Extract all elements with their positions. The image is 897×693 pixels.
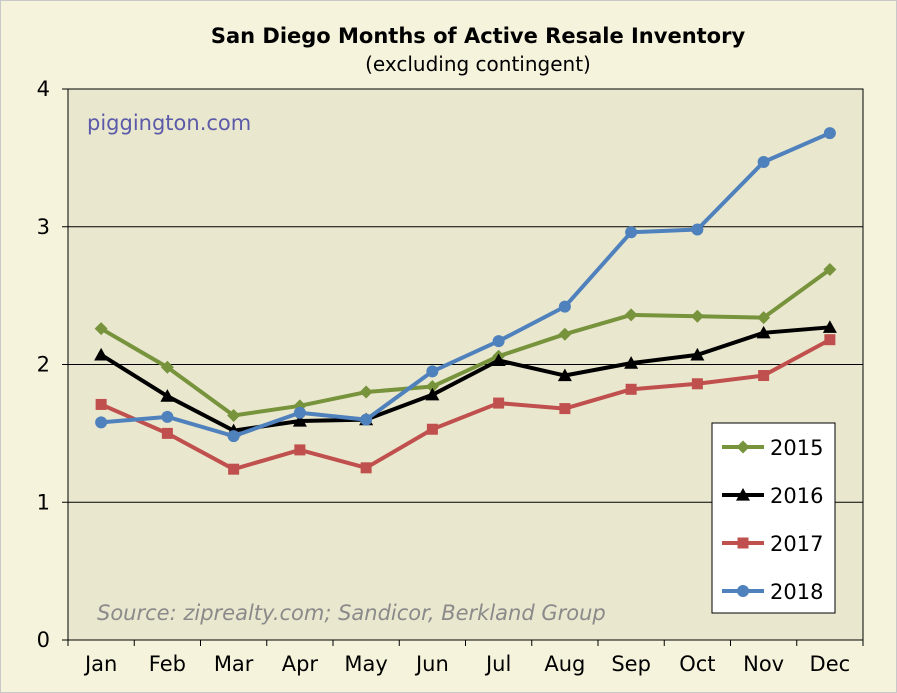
- data-point-2015: [94, 322, 108, 336]
- data-point-2018: [426, 365, 439, 378]
- data-point-2018: [691, 223, 704, 236]
- data-point-2015: [425, 380, 439, 394]
- data-point-2017: [228, 463, 240, 475]
- watermark-label: piggington.com: [87, 111, 251, 135]
- data-point-2016: [756, 325, 771, 339]
- data-point-2018: [95, 416, 108, 429]
- x-tick-label: Sep: [611, 652, 651, 676]
- data-point-2015: [227, 408, 241, 422]
- data-point-2017: [493, 397, 505, 409]
- data-point-2017: [559, 403, 571, 415]
- y-tick-label: 2: [37, 353, 50, 377]
- data-point-2015: [690, 309, 704, 323]
- data-point-2015: [160, 360, 174, 374]
- data-point-2016: [94, 347, 109, 361]
- x-tick-label: Oct: [679, 652, 715, 676]
- y-tick-label: 1: [37, 490, 50, 514]
- series-line-2015: [99, 267, 832, 418]
- data-point-2015: [757, 311, 771, 325]
- legend-label-2017: 2017: [770, 532, 823, 556]
- data-point-2017: [95, 398, 107, 410]
- data-point-2017: [758, 370, 770, 382]
- series-line-2016: [99, 325, 832, 433]
- data-point-2015: [624, 308, 638, 322]
- data-point-2016: [624, 356, 639, 369]
- x-tick-label: Mar: [214, 652, 254, 676]
- x-tick-label: Apr: [282, 652, 319, 676]
- series-line-2018: [99, 131, 832, 439]
- data-point-2018: [360, 413, 373, 426]
- x-tick-label: Feb: [149, 652, 186, 676]
- y-tick-label: 0: [37, 628, 50, 652]
- data-point-2015: [558, 327, 572, 341]
- legend-label-2015: 2015: [770, 436, 823, 460]
- legend-marker-2016: [736, 488, 750, 501]
- legend-marker-2018: [737, 585, 749, 597]
- x-tick-label: Dec: [810, 652, 851, 676]
- data-point-2015: [359, 385, 373, 399]
- data-point-2017: [426, 423, 438, 435]
- x-tick-label: Nov: [743, 652, 784, 676]
- x-tick-label: Aug: [544, 652, 585, 676]
- legend-marker-2017: [737, 537, 749, 549]
- data-point-2016: [557, 368, 572, 382]
- data-point-2016: [491, 353, 506, 366]
- legend-label-2016: 2016: [770, 484, 823, 508]
- data-point-2016: [425, 387, 440, 401]
- data-point-2016: [822, 320, 837, 333]
- data-point-2016: [160, 389, 175, 402]
- legend-marker-2015: [736, 440, 750, 454]
- chart-subtitle: (excluding contingent): [365, 52, 591, 76]
- x-tick-label: Jan: [83, 652, 117, 676]
- legend-box: [711, 422, 836, 614]
- series-line-2017: [99, 337, 832, 472]
- x-tick-label: May: [344, 652, 387, 676]
- data-point-2018: [625, 226, 638, 239]
- x-tick-label: Jul: [484, 652, 511, 676]
- legend-label-2018: 2018: [770, 580, 823, 604]
- y-tick-label: 3: [37, 215, 50, 239]
- data-point-2018: [293, 406, 306, 419]
- data-point-2016: [292, 413, 307, 427]
- data-point-2017: [691, 378, 703, 390]
- legend: 2015 2016 2017 2018: [711, 422, 836, 614]
- source-note: Source: ziprealty.com; Sandicor, Berklan…: [97, 601, 606, 625]
- data-point-2018: [492, 335, 505, 348]
- data-point-2018: [823, 127, 836, 140]
- data-point-2017: [625, 383, 637, 395]
- data-point-2017: [161, 427, 173, 439]
- plot-area-group: 0 1 2 3 4 Jan Feb Mar Apr May Jun Jul Aug Sep Oct Nov De…: [37, 77, 864, 676]
- chart-title: San Diego Months of Active Resale Invent…: [211, 24, 746, 48]
- data-point-2017: [294, 444, 306, 456]
- data-point-2017: [824, 334, 836, 346]
- data-point-2018: [757, 156, 770, 169]
- data-point-2018: [161, 410, 174, 423]
- data-point-2018: [227, 430, 240, 443]
- x-tick-label: Jun: [414, 652, 449, 676]
- data-point-2015: [823, 262, 837, 276]
- y-tick-label: 4: [37, 77, 50, 101]
- data-point-2018: [558, 300, 571, 313]
- data-point-2017: [360, 462, 372, 474]
- data-point-2016: [690, 347, 705, 361]
